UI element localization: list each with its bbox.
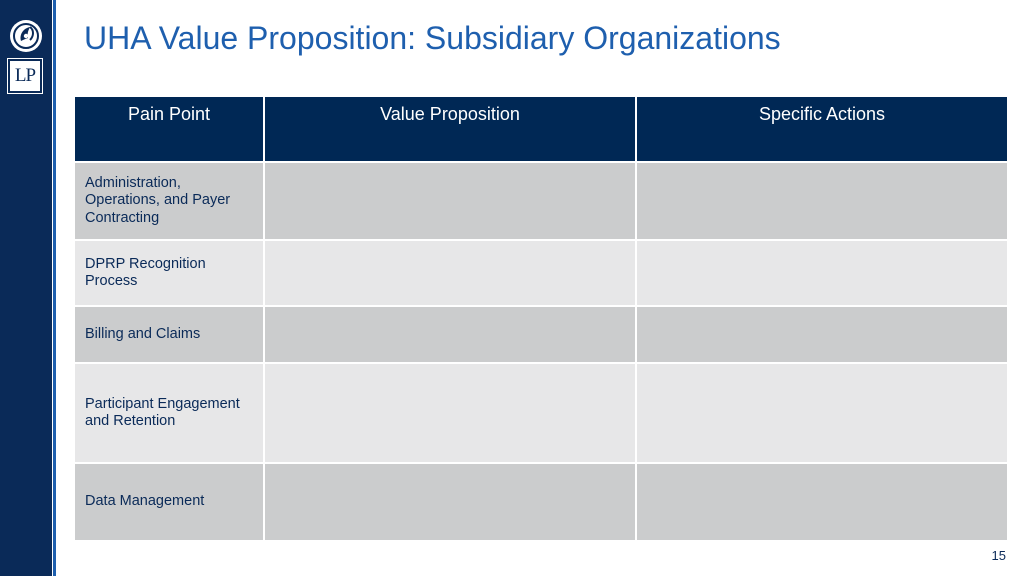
circular-emblem-icon	[10, 20, 42, 52]
specific-actions-cell	[635, 305, 1009, 364]
value-proposition-cell	[263, 161, 637, 241]
value-proposition-cell	[263, 305, 637, 364]
sidebar-band	[0, 0, 52, 576]
sidebar-accent-line	[53, 0, 56, 576]
slide-title: UHA Value Proposition: Subsidiary Organi…	[84, 20, 781, 56]
table-row: DPRP Recognition Process	[73, 239, 1009, 307]
lp-logo: LP	[7, 58, 43, 94]
specific-actions-cell	[635, 161, 1009, 241]
pain-point-cell: Billing and Claims	[73, 305, 265, 364]
value-proposition-table: Pain Point Value Proposition Specific Ac…	[73, 95, 1009, 542]
value-proposition-cell	[263, 462, 637, 542]
value-proposition-cell	[263, 362, 637, 464]
table-header-row: Pain Point Value Proposition Specific Ac…	[73, 95, 1009, 163]
table-row: Billing and Claims	[73, 305, 1009, 364]
specific-actions-cell	[635, 239, 1009, 307]
specific-actions-cell	[635, 462, 1009, 542]
table-row: Participant Engagement and Retention	[73, 362, 1009, 464]
pain-point-cell: Administration, Operations, and Payer Co…	[73, 161, 265, 241]
pain-point-cell: DPRP Recognition Process	[73, 239, 265, 307]
specific-actions-cell	[635, 362, 1009, 464]
header-pain-point: Pain Point	[73, 95, 265, 163]
table-row: Administration, Operations, and Payer Co…	[73, 161, 1009, 241]
header-specific-actions: Specific Actions	[635, 95, 1009, 163]
pain-point-cell: Data Management	[73, 462, 265, 542]
table-row: Data Management	[73, 462, 1009, 542]
header-value-proposition: Value Proposition	[263, 95, 637, 163]
page-number: 15	[991, 548, 1006, 563]
pain-point-cell: Participant Engagement and Retention	[73, 362, 265, 464]
value-proposition-cell	[263, 239, 637, 307]
